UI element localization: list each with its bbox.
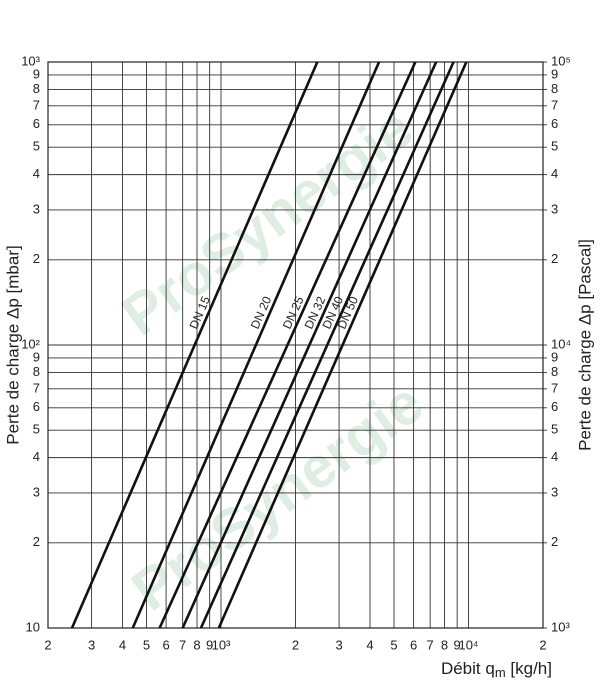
y-tick-label: 5 bbox=[33, 422, 40, 437]
y-tick-label: 4 bbox=[33, 449, 40, 464]
plot-frame bbox=[47, 61, 544, 629]
x-tick-label: 7 bbox=[179, 637, 186, 652]
x-tick-label: 2 bbox=[292, 637, 299, 652]
y-axis-title: Perte de charge Δp [mbar] bbox=[3, 245, 22, 444]
series-line bbox=[217, 61, 468, 629]
series-line bbox=[158, 61, 417, 629]
x-tick-label: 8 bbox=[193, 637, 200, 652]
y-tick-label: 8 bbox=[33, 364, 40, 379]
y2-tick-label: 4 bbox=[551, 449, 558, 464]
y2-tick-label: 8 bbox=[551, 364, 558, 379]
x-tick-label: 6 bbox=[410, 637, 417, 652]
y2-tick-label: 10⁴ bbox=[551, 336, 571, 351]
series-line bbox=[199, 61, 455, 629]
x-tick-label: 7 bbox=[427, 637, 434, 652]
y-tick-label: 6 bbox=[33, 116, 40, 131]
y2-tick-label: 10⁵ bbox=[551, 53, 571, 68]
y-tick-label: 10² bbox=[21, 336, 40, 351]
y-tick-label: 10³ bbox=[21, 53, 40, 68]
x-tick-label: 5 bbox=[390, 637, 397, 652]
x-tick-label: 8 bbox=[441, 637, 448, 652]
y2-tick-label: 7 bbox=[551, 380, 558, 395]
y2-tick-label: 6 bbox=[551, 399, 558, 414]
y-tick-label: 8 bbox=[33, 81, 40, 96]
y2-tick-label: 2 bbox=[551, 534, 558, 549]
y2-tick-label: 3 bbox=[551, 484, 558, 499]
x-tick-label: 5 bbox=[143, 637, 150, 652]
y-tick-label: 2 bbox=[33, 534, 40, 549]
series-line bbox=[131, 61, 381, 629]
y-tick-label: 10 bbox=[26, 619, 40, 634]
series-line bbox=[181, 61, 438, 629]
y2-tick-label: 2 bbox=[551, 251, 558, 266]
x-tick-label: 9 bbox=[206, 637, 213, 652]
y-tick-label: 7 bbox=[33, 97, 40, 112]
x-tick-label: 3 bbox=[88, 637, 95, 652]
series-line bbox=[70, 61, 319, 629]
x-tick-label: 9 bbox=[454, 637, 461, 652]
x-axis-title-text: Débit q bbox=[441, 659, 495, 678]
x-axis-title-unit: [kg/h] bbox=[510, 659, 552, 678]
y2-tick-label: 7 bbox=[551, 97, 558, 112]
y2-axis-title: Perte de charge Δp [Pascal] bbox=[575, 239, 594, 451]
y2-tick-label: 9 bbox=[551, 349, 558, 364]
x-tick-label: 6 bbox=[162, 637, 169, 652]
x-tick-label: 2 bbox=[539, 637, 546, 652]
y-tick-label: 2 bbox=[33, 251, 40, 266]
y2-tick-label: 6 bbox=[551, 116, 558, 131]
x-tick-label: 4 bbox=[366, 637, 373, 652]
x-tick-label: 3 bbox=[335, 637, 342, 652]
y-tick-label: 5 bbox=[33, 139, 40, 154]
x-tick-label: 4 bbox=[119, 637, 126, 652]
y-tick-label: 6 bbox=[33, 399, 40, 414]
y2-tick-label: 5 bbox=[551, 139, 558, 154]
y-tick-label: 3 bbox=[33, 201, 40, 216]
x-tick-label: 10³ bbox=[212, 637, 231, 652]
x-axis-title: Débit qm [kg/h] bbox=[441, 659, 552, 680]
y-tick-label: 9 bbox=[33, 349, 40, 364]
x-tick-label: 2 bbox=[44, 637, 51, 652]
x-tick-label: 10⁴ bbox=[458, 637, 478, 652]
y2-tick-label: 4 bbox=[551, 166, 558, 181]
y2-tick-label: 10³ bbox=[551, 619, 570, 634]
y2-tick-label: 9 bbox=[551, 66, 558, 81]
x-axis-title-sub: m bbox=[495, 665, 506, 680]
y2-tick-label: 8 bbox=[551, 81, 558, 96]
y-tick-label: 7 bbox=[33, 380, 40, 395]
y2-tick-label: 5 bbox=[551, 422, 558, 437]
y-tick-label: 3 bbox=[33, 484, 40, 499]
y2-tick-label: 3 bbox=[551, 201, 558, 216]
y-tick-label: 4 bbox=[33, 166, 40, 181]
y-tick-label: 9 bbox=[33, 66, 40, 81]
